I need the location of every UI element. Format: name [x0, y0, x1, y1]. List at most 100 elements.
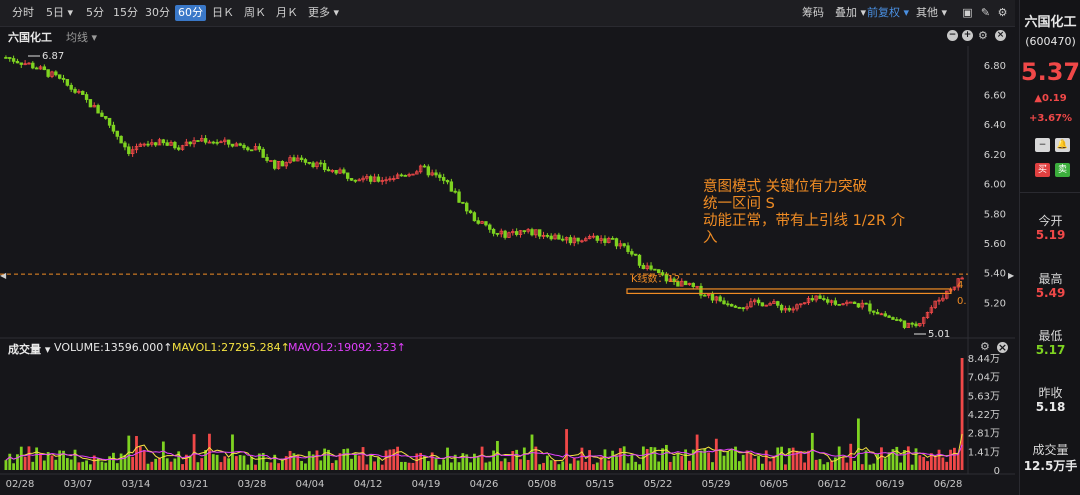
volume-bar — [27, 446, 31, 470]
candle-body — [223, 139, 227, 143]
candle-body — [292, 157, 296, 162]
other-dropdown[interactable]: 其他 ▾ — [916, 6, 948, 19]
candle-body — [960, 277, 964, 280]
volume-bar — [453, 454, 457, 470]
draw-tool-icon[interactable]: ✎ — [980, 6, 991, 19]
volume-bar — [54, 459, 58, 470]
candle-body — [249, 149, 254, 152]
volume-bar — [795, 450, 799, 470]
volume-bar — [933, 456, 937, 470]
tab-60min[interactable]: 60分 — [175, 5, 206, 21]
candle-body — [27, 62, 31, 65]
candle-body — [680, 280, 684, 287]
date-tick-label: 02/28 — [6, 479, 35, 490]
high-value: 5.49 — [1035, 286, 1066, 300]
candle-body — [353, 179, 358, 182]
window-icon[interactable]: ▣ — [962, 6, 973, 19]
volume-bar — [880, 447, 883, 470]
adjust-dropdown[interactable]: 前复权 ▾ — [867, 6, 910, 19]
candle-body — [77, 90, 81, 93]
volume-bar — [154, 458, 158, 470]
candle-body — [146, 143, 150, 146]
collapse-icon[interactable]: − — [947, 30, 958, 41]
candle-body — [695, 285, 699, 288]
right-scroll-icon[interactable]: ▶ — [1008, 271, 1015, 280]
chip-button[interactable]: 筹码 — [802, 6, 824, 19]
tab-30min[interactable]: 30分 — [145, 6, 170, 19]
volume-bar — [257, 453, 261, 470]
candle-body — [845, 301, 849, 305]
volume-bar — [353, 453, 357, 470]
ma-dropdown[interactable]: 均线 ▾ — [66, 31, 98, 44]
candle-body — [365, 176, 369, 179]
candle-body — [127, 146, 131, 155]
candle-body — [522, 230, 527, 233]
volume-bar — [196, 462, 200, 470]
volume-settings-icon[interactable]: ⚙ — [980, 340, 990, 353]
tab-more[interactable]: 更多 ▾ — [308, 6, 340, 19]
tab-monthly[interactable]: 月Ｋ — [276, 6, 298, 19]
candle-body — [814, 295, 818, 301]
prev-close-label: 昨收 — [1038, 386, 1063, 400]
candle-body — [299, 157, 304, 161]
candle-body — [591, 235, 596, 238]
volume-bar — [791, 447, 795, 470]
volume-bar — [822, 464, 826, 470]
mavol1-line — [5, 433, 963, 462]
sell-button[interactable]: 卖 — [1055, 163, 1070, 177]
volume-dropdown[interactable]: 成交量 ▾ — [8, 343, 51, 356]
volume-bar — [380, 464, 384, 470]
volume-bar — [595, 462, 599, 470]
volume-tick-label: 8.44万 — [968, 354, 1000, 365]
volume-bar — [350, 458, 353, 470]
pane-settings-icon[interactable]: ⚙ — [978, 29, 988, 42]
candle-body — [230, 143, 235, 147]
tab-15min[interactable]: 15分 — [113, 6, 138, 19]
candle-body — [906, 322, 911, 328]
price-tick-label: 6.20 — [984, 150, 1006, 161]
volume-bar — [223, 456, 227, 470]
buy-button[interactable]: 买 — [1035, 163, 1050, 177]
volume-close-icon[interactable]: × — [997, 341, 1008, 354]
volume-bar — [42, 460, 46, 470]
volume-bar — [534, 446, 538, 470]
volume-bar — [718, 449, 722, 470]
volume-bar — [649, 447, 653, 470]
tab-5day[interactable]: 5日 ▾ — [46, 6, 74, 19]
left-scroll-icon[interactable]: ◀ — [0, 271, 7, 280]
tab-weekly[interactable]: 周Ｋ — [244, 6, 266, 19]
volume-bar — [480, 446, 484, 470]
stock-code: (600470) — [1025, 35, 1076, 48]
volume-bar — [227, 458, 231, 470]
kline-chart[interactable]: 6.80 6.60 6.40 6.20 6.00 5.80 5.60 5.40 5.20 8.44… — [0, 0, 1015, 495]
volume-bar — [841, 456, 845, 470]
volume-bar — [722, 455, 726, 470]
candle-body — [726, 303, 730, 306]
volume-bar — [89, 464, 92, 470]
candle-body — [369, 176, 373, 182]
volume-bar — [81, 461, 85, 470]
tab-timeshare[interactable]: 分时 — [12, 6, 34, 19]
tab-daily[interactable]: 日Ｋ — [212, 6, 234, 19]
candle-body — [849, 301, 853, 304]
alert-bell-icon[interactable]: 🔔 — [1055, 138, 1070, 152]
remove-watch-icon[interactable]: − — [1035, 138, 1050, 152]
candle-body — [749, 301, 753, 308]
overlay-dropdown[interactable]: 叠加 ▾ — [835, 6, 867, 19]
candle-body — [783, 307, 788, 311]
volume-bar — [142, 450, 146, 470]
tab-5min[interactable]: 5分 — [86, 6, 104, 19]
volume-bar — [123, 454, 127, 470]
add-indicator-icon[interactable]: + — [962, 30, 973, 41]
close-pane-icon[interactable]: × — [995, 30, 1006, 41]
candle-body — [65, 79, 70, 86]
volume-bar — [342, 449, 346, 470]
candle-body — [530, 229, 534, 236]
settings-icon[interactable]: ⚙ — [997, 6, 1008, 19]
candle-body — [342, 169, 346, 174]
candle-body — [4, 57, 8, 59]
volume-bar — [757, 455, 760, 470]
candle-body — [307, 161, 311, 164]
volume-bar — [618, 448, 622, 470]
candle-body — [153, 142, 158, 146]
